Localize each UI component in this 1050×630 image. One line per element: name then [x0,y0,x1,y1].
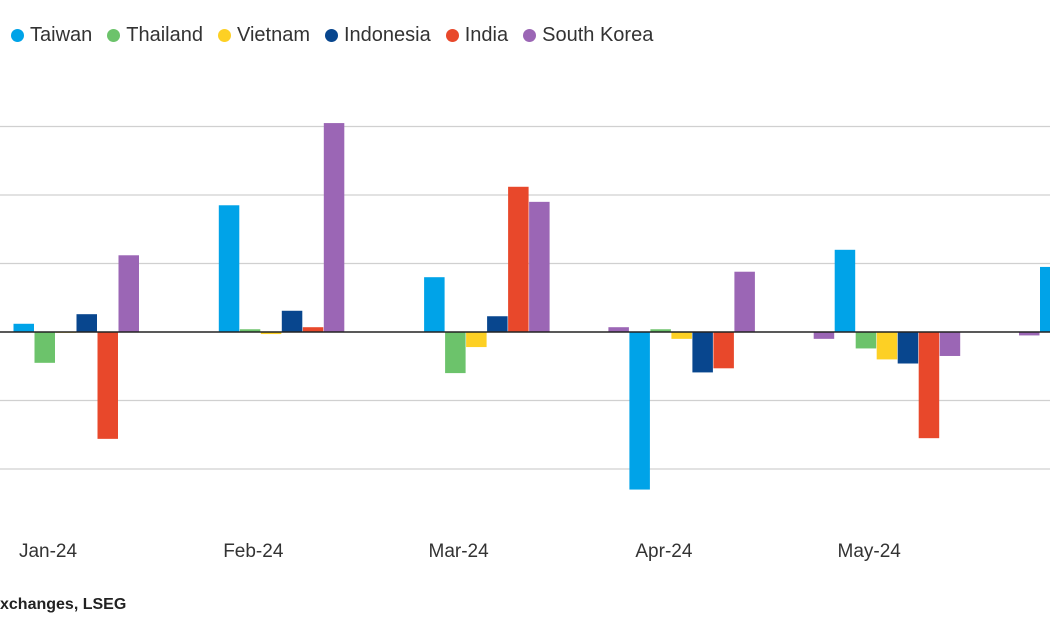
bar-thailand-mar-24 [445,332,466,374]
legend-swatch-vietnam [217,28,231,42]
bar-vietnam-feb-24 [260,332,282,335]
bar-south-korea-apr-24 [734,271,755,332]
legend-label-vietnam: Vietnam [236,23,310,46]
bar-thailand-feb-24 [239,329,261,332]
bar-india-may-24 [918,332,940,439]
bar-indonesia-may-24 [897,332,919,364]
bar-taiwan-feb-24 [218,205,240,332]
legend-label-indonesia: Indonesia [344,23,431,46]
bar-taiwan-mar-24 [424,277,445,332]
bar-india-feb-24 [302,327,324,332]
bar-south-korea-may-24 [939,332,961,356]
legend-item-indonesia: Indonesia [325,24,431,47]
gridlines [0,125,1050,470]
legend-label-taiwan: Taiwan [30,23,93,46]
bar-vietnam-apr-24 [671,332,692,339]
legend-item-thailand: Thailand [107,24,203,47]
legend-swatch-thailand [107,28,121,42]
bar-taiwan-jan-24 [13,323,34,332]
bar-thailand-apr-24 [650,329,671,332]
legend-label-thailand: Thailand [126,23,203,46]
bar-thailand-may-24 [855,332,877,349]
x-tick-label: Feb-24 [223,541,284,562]
bar-taiwan-apr-24 [629,332,650,490]
bar-india-jan-24 [97,332,118,439]
bar-taiwan-jun-24 [1040,266,1050,332]
legend: Taiwan Thailand Vietnam Indonesia India … [0,20,657,50]
legend-swatch-india [445,28,459,42]
bar-thailand-jan-24 [34,332,55,363]
legend-item-india: India [445,23,509,47]
bar-taiwan-may-24 [834,249,856,332]
bar-extra-apr-24 [608,327,629,332]
x-tick-label: Apr-24 [635,541,692,562]
bar-south-korea-mar-24 [529,201,550,332]
legend-swatch-indonesia [325,28,338,42]
legend-label-india: India [464,23,509,46]
legend-swatch-south-korea [523,28,537,42]
bar-indonesia-feb-24 [281,310,303,332]
source-note: xchanges, LSEG [0,596,127,613]
bar-indonesia-apr-24 [692,332,713,373]
bar-extra-jun-24 [1019,332,1040,336]
bars [13,123,1050,490]
x-tick-label: Mar-24 [429,541,490,562]
bar-vietnam-may-24 [876,332,898,360]
bar-south-korea-jan-24 [118,255,139,332]
legend-item-taiwan: Taiwan [11,24,92,47]
bar-india-apr-24 [713,332,734,369]
bar-india-mar-24 [508,186,529,332]
x-tick-label: May-24 [838,541,902,562]
bar-indonesia-mar-24 [487,316,508,332]
bar-south-korea-feb-24 [323,123,345,332]
bar-extra-may-24 [813,332,835,339]
legend-item-vietnam: Vietnam [217,23,310,47]
legend-item-south-korea: South Korea [523,24,653,47]
legend-label-south-korea: South Korea [542,23,654,46]
legend-swatch-taiwan [11,28,24,42]
x-tick-label: Jan-24 [19,541,78,562]
bar-vietnam-mar-24 [466,332,487,348]
bar-indonesia-jan-24 [76,314,97,332]
